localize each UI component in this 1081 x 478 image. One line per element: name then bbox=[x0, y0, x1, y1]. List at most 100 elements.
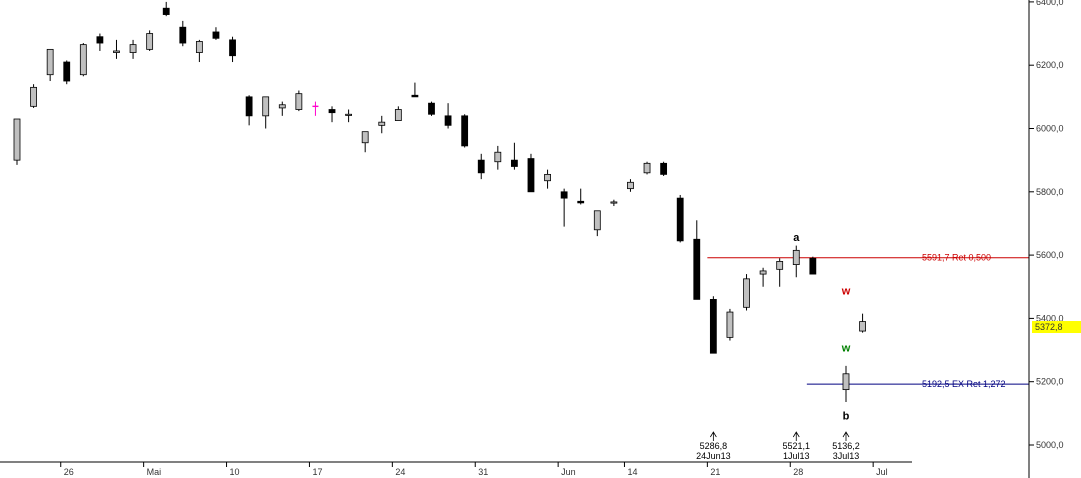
candle bbox=[461, 114, 469, 148]
candle bbox=[610, 199, 618, 207]
candle-body bbox=[660, 162, 668, 175]
candle bbox=[361, 131, 369, 153]
x-tick-label: 24 bbox=[395, 467, 405, 477]
candle-body bbox=[13, 118, 21, 161]
y-tick-label: 5800,0 bbox=[1036, 187, 1064, 197]
annotation-arrow bbox=[710, 431, 717, 441]
candle bbox=[30, 84, 37, 108]
candle bbox=[63, 60, 71, 85]
candle bbox=[162, 1, 170, 17]
candle bbox=[560, 188, 568, 227]
last-price-label: 5372,8 bbox=[1035, 322, 1063, 332]
candle-body bbox=[527, 158, 535, 193]
candle bbox=[96, 33, 104, 51]
wave-label: a bbox=[793, 232, 800, 244]
annotation-date: 1Jul13 bbox=[783, 451, 810, 461]
candle bbox=[179, 20, 187, 47]
annotation-arrow bbox=[842, 431, 850, 441]
candle bbox=[759, 267, 767, 287]
candle-body bbox=[577, 200, 585, 204]
candle-body bbox=[428, 102, 435, 115]
candle-body bbox=[30, 86, 37, 107]
candle bbox=[527, 153, 535, 193]
candle bbox=[494, 145, 502, 170]
level-label: 5591,7 Ret 0,500 bbox=[922, 253, 991, 263]
candle-body bbox=[809, 257, 817, 275]
candle-body bbox=[129, 44, 137, 53]
candle bbox=[212, 27, 220, 40]
candle-body bbox=[394, 109, 402, 121]
candle-body bbox=[46, 48, 54, 76]
candle bbox=[428, 101, 435, 116]
candle-body bbox=[328, 109, 336, 114]
annotation-date: 24Jun13 bbox=[696, 451, 731, 461]
candle-body bbox=[461, 115, 469, 147]
annotation-value: 5521,1 bbox=[782, 441, 810, 451]
candle bbox=[577, 188, 585, 205]
annotation-date: 3Jul13 bbox=[833, 451, 860, 461]
candle-body bbox=[759, 270, 767, 275]
candle bbox=[312, 101, 319, 116]
candle-body bbox=[627, 181, 634, 190]
x-tick-label: 28 bbox=[793, 467, 803, 477]
x-tick-label: 31 bbox=[478, 467, 488, 477]
candle-body bbox=[195, 41, 203, 53]
candle-body bbox=[709, 299, 717, 354]
y-tick-label: 5600,0 bbox=[1036, 250, 1064, 260]
candle-body bbox=[179, 26, 187, 44]
candle bbox=[643, 161, 651, 175]
candle-body bbox=[743, 278, 750, 308]
annotation-value: 5136,2 bbox=[832, 441, 860, 451]
y-tick-label: 6200,0 bbox=[1036, 60, 1064, 70]
candle bbox=[477, 153, 485, 180]
x-tick-label: 17 bbox=[312, 467, 322, 477]
candle-body bbox=[361, 131, 369, 144]
candle bbox=[295, 90, 303, 112]
x-tick-label: 10 bbox=[230, 467, 240, 477]
wave-label: b bbox=[843, 411, 850, 423]
annotation-arrow bbox=[792, 431, 800, 441]
candle bbox=[709, 296, 717, 354]
candle-body bbox=[229, 39, 236, 57]
candle-body bbox=[560, 191, 568, 199]
candle-body bbox=[859, 321, 866, 332]
candle bbox=[245, 95, 253, 126]
candle-body bbox=[96, 36, 104, 44]
candle-body bbox=[593, 210, 601, 231]
candle bbox=[792, 245, 800, 278]
level-label: 5192,5 EX Ret 1,272 bbox=[922, 379, 1006, 389]
y-tick-label: 5000,0 bbox=[1036, 440, 1064, 450]
candle-body bbox=[792, 249, 800, 265]
candle bbox=[262, 96, 270, 129]
candle-body bbox=[842, 373, 850, 391]
x-tick-label: 21 bbox=[710, 467, 720, 477]
candle-body bbox=[693, 238, 701, 300]
candle-body bbox=[510, 159, 518, 167]
candle-body bbox=[643, 162, 651, 174]
candle bbox=[46, 48, 54, 82]
candle bbox=[278, 101, 286, 116]
candle-body bbox=[295, 93, 303, 110]
candle bbox=[660, 161, 668, 176]
candle bbox=[776, 258, 784, 287]
candle-body bbox=[162, 7, 170, 15]
candle bbox=[676, 194, 684, 243]
candle bbox=[726, 308, 734, 341]
candle bbox=[593, 210, 601, 237]
candle bbox=[328, 106, 336, 123]
candle bbox=[859, 313, 866, 333]
candle-body bbox=[212, 31, 220, 39]
candle bbox=[394, 106, 402, 121]
candle bbox=[113, 39, 120, 59]
annotation-value: 5286,8 bbox=[700, 441, 728, 451]
candle-body bbox=[477, 159, 485, 174]
candle-body bbox=[278, 104, 286, 109]
candle-body bbox=[245, 96, 253, 117]
candle-body bbox=[411, 94, 419, 98]
candle bbox=[146, 30, 154, 51]
wave-label: w bbox=[841, 343, 851, 355]
candles bbox=[13, 1, 866, 402]
